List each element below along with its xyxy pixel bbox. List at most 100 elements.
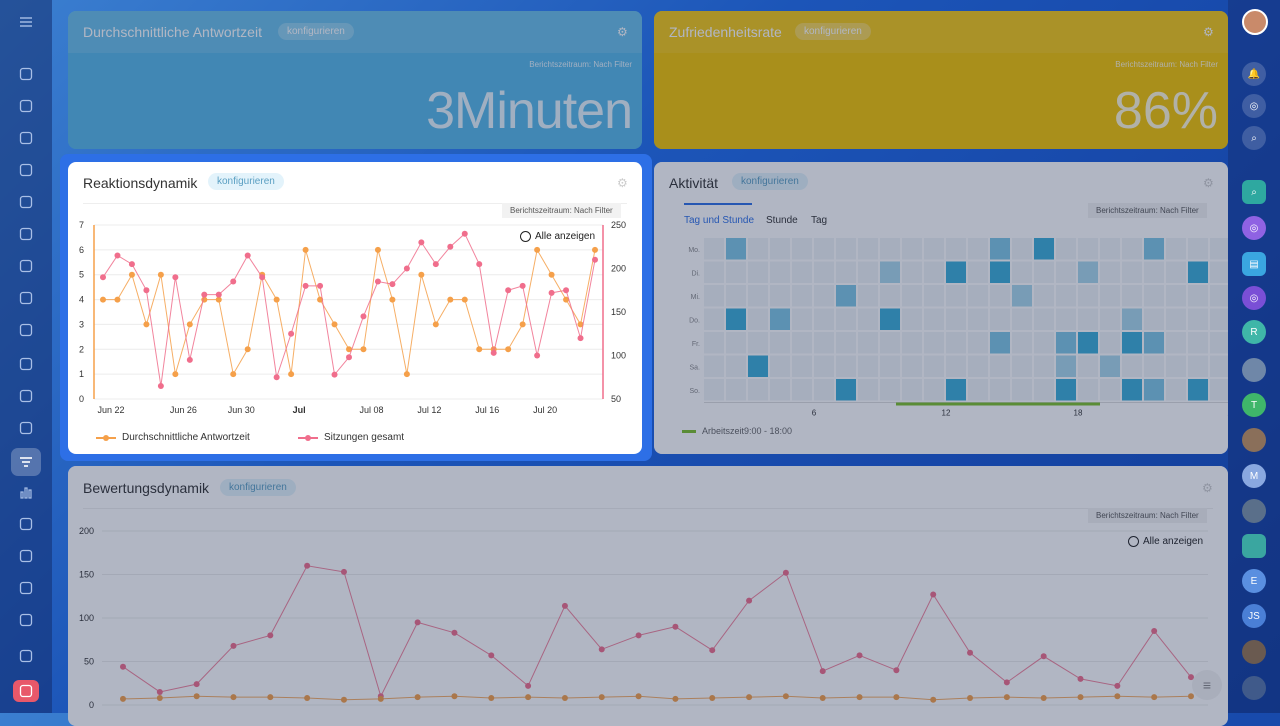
contact-avatar-photo-1[interactable] [1242, 358, 1266, 382]
contact-avatar-photo-2[interactable] [1242, 428, 1266, 452]
notification-bell-icon[interactable]: 🔔 [1242, 62, 1266, 86]
data-point [172, 371, 178, 377]
data-point [114, 297, 120, 303]
target-icon[interactable] [14, 416, 38, 440]
data-point [230, 279, 236, 285]
file-icon[interactable] [14, 190, 38, 214]
data-point [360, 346, 366, 352]
cart-icon[interactable] [14, 512, 38, 536]
contact-avatar-e[interactable]: E [1242, 569, 1266, 593]
channel-icon[interactable]: ◎ [1242, 216, 1266, 240]
chat-icon[interactable] [14, 126, 38, 150]
data-point [288, 371, 294, 377]
user-avatar[interactable] [1242, 9, 1268, 35]
data-point [259, 274, 265, 280]
data-point [129, 261, 135, 267]
data-point [404, 371, 410, 377]
configure-button[interactable]: konfigurieren [208, 173, 284, 190]
rating-dynamics-card: Bewertungsdynamik konfigurieren ⚙ Berich… [68, 466, 1228, 726]
data-point [303, 283, 309, 289]
data-point [114, 252, 120, 258]
data-point [143, 287, 149, 293]
open-line-search-icon[interactable]: ⌕ [1242, 180, 1266, 204]
settings-icon[interactable] [14, 644, 38, 668]
x-tick: Jul 16 [475, 405, 499, 415]
checkbox-icon[interactable] [14, 222, 38, 246]
data-point [505, 287, 511, 293]
data-point [462, 231, 468, 237]
data-point [332, 372, 338, 378]
data-point [274, 374, 280, 380]
data-point [187, 357, 193, 363]
data-point [592, 247, 598, 253]
fingerprint-icon[interactable]: ◎ [1242, 94, 1266, 118]
store-icon[interactable] [14, 608, 38, 632]
data-point [360, 313, 366, 319]
contact-avatar-r[interactable]: R [1242, 320, 1266, 344]
data-point [549, 290, 555, 296]
card-icon[interactable] [14, 254, 38, 278]
legend-item-avg[interactable]: Durchschnittliche Antwortzeit [96, 432, 250, 443]
channel-icon-2[interactable]: ◎ [1242, 286, 1266, 310]
x-tick: Jul 20 [533, 405, 557, 415]
data-point [404, 266, 410, 272]
data-point [563, 287, 569, 293]
shield-icon[interactable] [14, 352, 38, 376]
series-line [103, 234, 595, 386]
contacts-icon[interactable] [14, 318, 38, 342]
video-icon[interactable] [14, 384, 38, 408]
puzzle-icon[interactable] [14, 62, 38, 86]
filter-icon[interactable] [11, 448, 41, 476]
contact-group-icon[interactable] [1242, 534, 1266, 558]
legend-item-sessions[interactable]: Sitzungen gesamt [298, 432, 404, 443]
data-point [303, 247, 309, 253]
data-point [578, 335, 584, 341]
data-point [491, 350, 497, 356]
y-right-tick: 50 [611, 394, 621, 404]
bar-chart-icon[interactable] [14, 480, 38, 504]
mail-icon[interactable] [14, 286, 38, 310]
contact-avatar-js[interactable]: JS [1242, 604, 1266, 628]
y-left-tick: 2 [79, 344, 84, 354]
rocket-icon[interactable] [13, 680, 39, 702]
gear-icon[interactable]: ⚙ [617, 177, 629, 189]
y-left-tick: 5 [79, 270, 84, 280]
data-point [433, 321, 439, 327]
data-point [172, 274, 178, 280]
x-tick: Jun 30 [228, 405, 255, 415]
report-period: Berichtszeitraum: Nach Filter [502, 203, 621, 218]
calendar-icon[interactable] [14, 158, 38, 182]
y-left-tick: 1 [79, 369, 84, 379]
contact-avatar-photo-4[interactable] [1242, 640, 1266, 664]
legend-label: Durchschnittliche Antwortzeit [122, 432, 250, 443]
menu-icon[interactable] [14, 10, 38, 34]
data-point [100, 274, 106, 280]
y-right-tick: 250 [611, 220, 626, 230]
contact-avatar-m[interactable]: M [1242, 464, 1266, 488]
document-icon[interactable] [14, 94, 38, 118]
data-point [375, 247, 381, 253]
data-point [274, 297, 280, 303]
y-left-tick: 6 [79, 245, 84, 255]
reaction-dynamics-card: Reaktionsdynamik konfigurieren ⚙ Bericht… [68, 162, 642, 454]
data-point [317, 283, 323, 289]
data-point [534, 247, 540, 253]
response-time-card: Durchschnittliche Antwortzeit konfigurie… [68, 11, 642, 149]
x-tick: Jun 26 [170, 405, 197, 415]
robot-icon[interactable] [14, 576, 38, 600]
data-point [129, 272, 135, 278]
data-point [158, 383, 164, 389]
data-point [332, 321, 338, 327]
y-left-tick: 3 [79, 319, 84, 329]
left-sidebar [0, 0, 52, 713]
box-icon[interactable] [14, 544, 38, 568]
y-right-tick: 100 [611, 351, 626, 361]
messages-icon[interactable]: ▤ [1242, 252, 1266, 276]
contact-avatar-photo-3[interactable] [1242, 499, 1266, 523]
contact-avatar-t[interactable]: T [1242, 393, 1266, 417]
data-point [100, 297, 106, 303]
contact-avatar-photo-5[interactable] [1242, 676, 1266, 700]
chat-search-icon[interactable]: ⌕ [1242, 126, 1266, 150]
data-point [476, 261, 482, 267]
